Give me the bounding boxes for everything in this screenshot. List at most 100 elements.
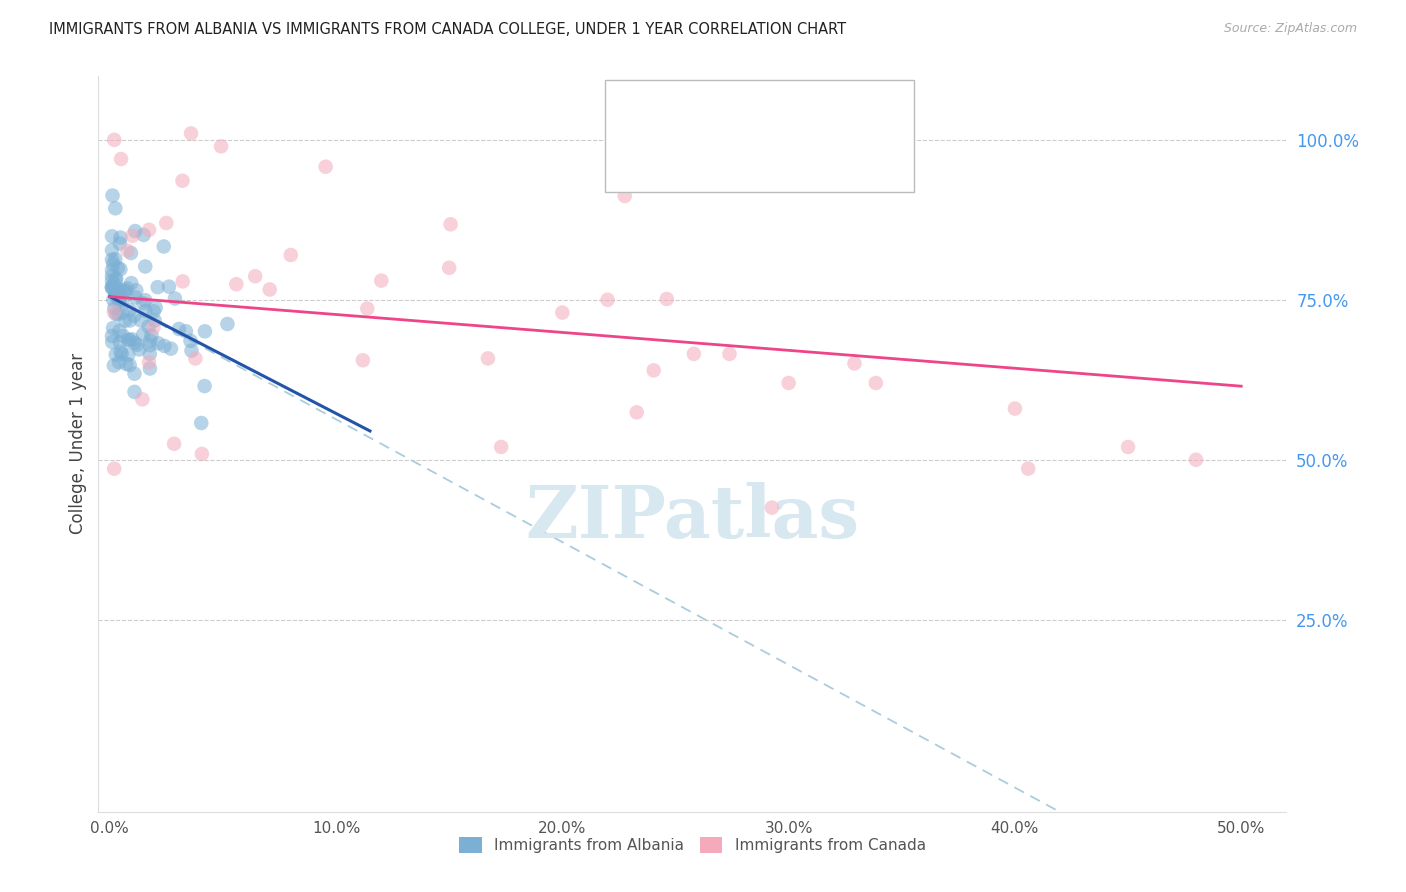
Point (108, 236, 131, 251)
Point (127, 337, 149, 351)
Point (172, 274, 194, 288)
Point (103, 133, 125, 147)
Point (280, 248, 302, 262)
Point (114, 285, 136, 299)
Point (179, 334, 201, 348)
Point (245, 269, 267, 284)
Point (101, 329, 124, 343)
Point (104, 273, 127, 287)
Point (437, 260, 460, 275)
Point (110, 262, 132, 277)
Point (477, 351, 499, 366)
Point (101, 188, 124, 202)
Point (1116, 440, 1139, 454)
Point (101, 268, 124, 283)
Point (142, 304, 165, 318)
Point (124, 367, 146, 381)
Text: R = -0.185   N = 46: R = -0.185 N = 46 (662, 149, 825, 167)
Point (778, 376, 800, 390)
Point (111, 306, 134, 320)
Point (115, 281, 138, 295)
Point (184, 351, 207, 366)
Point (148, 336, 170, 351)
Point (225, 277, 247, 292)
Point (117, 333, 139, 347)
Point (124, 384, 146, 399)
Point (145, 301, 167, 315)
Point (125, 284, 148, 298)
Point (118, 313, 141, 327)
Point (143, 313, 166, 327)
Legend: Immigrants from Albania, Immigrants from Canada: Immigrants from Albania, Immigrants from… (453, 831, 932, 859)
Point (108, 292, 131, 306)
Point (101, 321, 124, 335)
Point (865, 376, 887, 390)
Point (139, 334, 162, 348)
Point (1004, 401, 1026, 416)
Point (194, 324, 217, 338)
Point (141, 328, 163, 343)
Point (551, 305, 574, 319)
Point (111, 347, 134, 361)
Point (132, 227, 155, 242)
Point (439, 217, 461, 231)
Point (718, 347, 741, 361)
Text: Source: ZipAtlas.com: Source: ZipAtlas.com (1223, 22, 1357, 36)
Point (172, 174, 194, 188)
Point (104, 307, 127, 321)
Point (259, 283, 281, 297)
Point (157, 279, 180, 293)
Point (160, 342, 183, 356)
Point (103, 461, 125, 475)
Point (118, 333, 141, 347)
Point (844, 356, 866, 370)
Point (142, 320, 165, 334)
Point (114, 283, 136, 297)
Point (101, 252, 124, 267)
Point (139, 361, 162, 376)
Point (104, 252, 127, 266)
Point (191, 447, 214, 461)
Point (112, 329, 135, 343)
Point (104, 348, 127, 362)
Point (180, 127, 202, 141)
Point (155, 216, 177, 230)
Text: IMMIGRANTS FROM ALBANIA VS IMMIGRANTS FROM CANADA COLLEGE, UNDER 1 YEAR CORRELAT: IMMIGRANTS FROM ALBANIA VS IMMIGRANTS FR… (49, 22, 846, 37)
Point (108, 335, 131, 350)
Point (174, 324, 197, 338)
Point (180, 343, 202, 358)
Point (128, 343, 150, 357)
Point (194, 379, 217, 393)
Point (138, 355, 160, 369)
Point (683, 347, 706, 361)
Point (110, 344, 132, 359)
Point (105, 271, 128, 285)
Point (117, 244, 139, 258)
Point (121, 228, 143, 243)
Point (101, 334, 124, 349)
Point (108, 294, 131, 309)
Point (132, 296, 155, 310)
Point (103, 277, 125, 291)
Point (167, 322, 190, 336)
Point (117, 348, 139, 362)
Text: R = -0.253   N = 98: R = -0.253 N = 98 (662, 113, 825, 131)
Point (1185, 452, 1208, 467)
Point (101, 280, 124, 294)
Point (122, 309, 145, 323)
Point (104, 202, 127, 216)
Point (626, 405, 648, 419)
Point (101, 229, 124, 244)
Point (103, 281, 125, 295)
Point (110, 230, 132, 244)
Point (104, 288, 127, 302)
Point (103, 305, 125, 319)
Point (124, 335, 146, 350)
Point (111, 293, 134, 307)
Point (146, 280, 169, 294)
Point (132, 327, 155, 342)
Point (103, 257, 125, 271)
Point (613, 189, 636, 203)
Point (115, 357, 138, 371)
Point (655, 292, 678, 306)
